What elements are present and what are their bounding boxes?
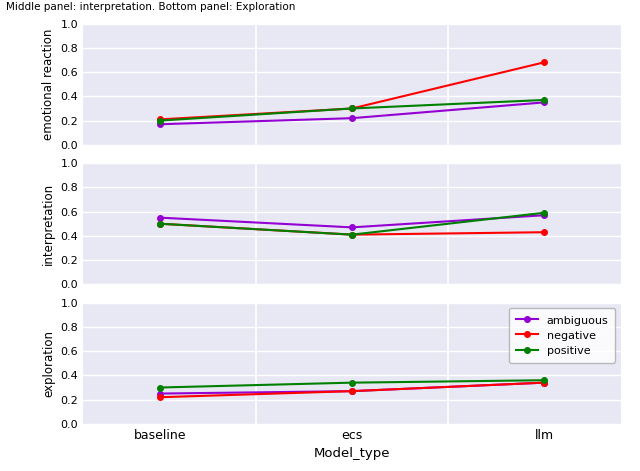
ambiguous — [156, 391, 164, 397]
Legend: ambiguous, negative, positive: ambiguous, negative, positive — [509, 308, 615, 363]
Line: ambiguous: ambiguous — [157, 380, 547, 397]
Line: negative: negative — [157, 221, 547, 237]
negative — [156, 116, 164, 122]
negative — [348, 106, 356, 111]
negative — [540, 59, 548, 65]
ambiguous — [348, 225, 356, 230]
Line: negative: negative — [157, 380, 547, 400]
Y-axis label: emotional reaction: emotional reaction — [42, 29, 55, 140]
Line: negative: negative — [157, 60, 547, 122]
positive — [156, 118, 164, 123]
Line: ambiguous: ambiguous — [157, 212, 547, 230]
Line: positive: positive — [157, 97, 547, 123]
negative — [156, 394, 164, 400]
ambiguous — [540, 99, 548, 105]
positive — [348, 380, 356, 385]
negative — [348, 232, 356, 237]
positive — [540, 210, 548, 216]
positive — [348, 106, 356, 111]
negative — [540, 380, 548, 385]
ambiguous — [348, 388, 356, 394]
ambiguous — [348, 115, 356, 121]
positive — [540, 97, 548, 103]
Y-axis label: interpretation: interpretation — [42, 183, 55, 265]
Text: Middle panel: interpretation. Bottom panel: Exploration: Middle panel: interpretation. Bottom pan… — [6, 2, 296, 12]
Line: positive: positive — [157, 377, 547, 390]
positive — [540, 377, 548, 383]
Line: positive: positive — [157, 210, 547, 237]
ambiguous — [540, 380, 548, 385]
Y-axis label: exploration: exploration — [42, 330, 55, 397]
positive — [156, 385, 164, 390]
negative — [348, 388, 356, 394]
positive — [156, 221, 164, 227]
negative — [540, 229, 548, 235]
ambiguous — [156, 122, 164, 127]
Line: ambiguous: ambiguous — [157, 100, 547, 127]
negative — [156, 221, 164, 227]
positive — [348, 232, 356, 237]
ambiguous — [156, 215, 164, 220]
X-axis label: Model_type: Model_type — [314, 447, 390, 460]
ambiguous — [540, 212, 548, 218]
